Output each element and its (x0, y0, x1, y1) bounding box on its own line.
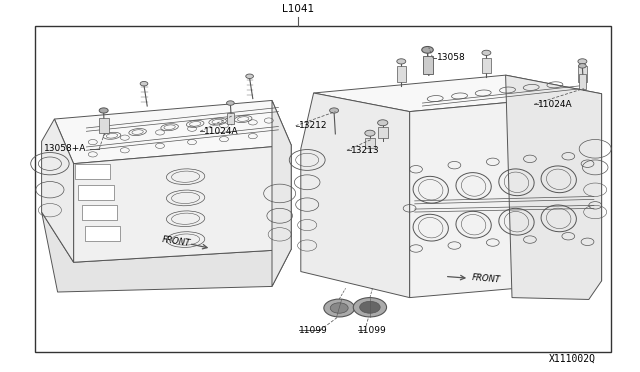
Bar (579, 74, 586, 89)
Bar (76, 164, 110, 179)
Circle shape (99, 108, 108, 113)
Bar (578, 66, 587, 82)
Bar (84, 226, 120, 241)
Bar (365, 138, 375, 148)
Text: L1041: L1041 (282, 4, 314, 14)
Circle shape (353, 298, 387, 317)
Text: FRONT: FRONT (472, 273, 501, 285)
Polygon shape (74, 145, 291, 262)
Text: 11099: 11099 (299, 326, 328, 335)
Text: 13058+A: 13058+A (44, 144, 86, 153)
Circle shape (246, 74, 253, 78)
Polygon shape (410, 94, 602, 298)
Circle shape (140, 81, 148, 86)
Circle shape (330, 108, 339, 113)
Polygon shape (42, 212, 291, 292)
Text: X111002Q: X111002Q (549, 354, 596, 364)
Circle shape (579, 64, 586, 68)
Text: 13213: 13213 (351, 146, 380, 155)
Circle shape (330, 303, 348, 313)
Circle shape (578, 59, 587, 64)
Text: 13212: 13212 (299, 121, 328, 130)
Circle shape (365, 130, 375, 136)
Circle shape (227, 101, 234, 105)
Bar (227, 113, 234, 124)
Bar (82, 205, 116, 220)
Bar (99, 118, 109, 133)
Circle shape (360, 301, 380, 313)
Polygon shape (314, 75, 602, 112)
Circle shape (482, 50, 491, 55)
Text: 11024A: 11024A (538, 100, 572, 109)
Circle shape (378, 120, 388, 126)
Text: 11024A: 11024A (204, 127, 238, 136)
Bar (378, 127, 388, 138)
Polygon shape (272, 100, 291, 286)
Bar (35, 26, 611, 352)
Bar (79, 185, 114, 200)
Circle shape (422, 46, 433, 53)
Text: 11099: 11099 (358, 326, 387, 335)
Text: 13058: 13058 (436, 53, 465, 62)
Polygon shape (54, 100, 291, 164)
Bar (397, 66, 406, 82)
Circle shape (397, 59, 406, 64)
Bar (482, 58, 491, 73)
Polygon shape (506, 75, 602, 299)
Polygon shape (301, 93, 410, 298)
Circle shape (324, 299, 355, 317)
Bar (423, 56, 433, 74)
Text: FRONT: FRONT (162, 235, 191, 248)
Polygon shape (42, 119, 74, 262)
